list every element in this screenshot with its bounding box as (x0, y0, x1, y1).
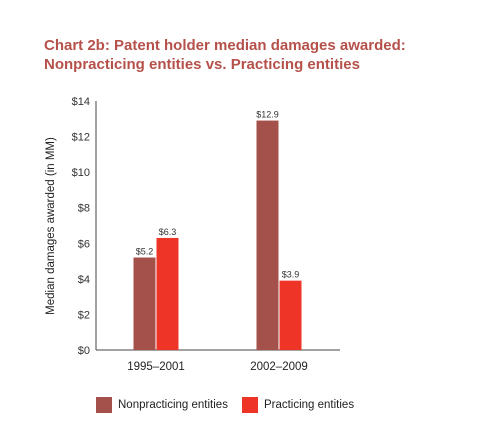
legend-item-nonpracticing: Nonpracticing entities (96, 397, 228, 413)
bar-nonpracticing-2 (256, 120, 279, 350)
y-tick-label: $14 (72, 96, 90, 108)
bar-practicing-2 (279, 280, 302, 350)
x-category-label: 2002–2009 (250, 361, 308, 373)
legend-swatch-practicing (241, 397, 258, 413)
legend-label-nonpracticing: Nonpracticing entities (118, 399, 228, 411)
bars: $5.2 $6.3 $12.9 $3.9 (133, 110, 302, 350)
x-category-label: 1995–2001 (127, 361, 185, 373)
bar-practicing-1 (156, 237, 179, 350)
y-tick-label: $6 (78, 238, 90, 250)
chart-title-line-1: Chart 2b: Patent holder median damages a… (44, 37, 406, 54)
x-axis-categories: 1995–2001 2002–2009 (127, 361, 308, 373)
y-tick-label: $12 (72, 132, 90, 144)
data-label-practicing-2: $3.9 (282, 270, 300, 280)
y-axis-ticks: $0 $2 $4 $6 $8 $10 $12 $14 (72, 96, 90, 357)
legend: Nonpracticing entities Practicing entiti… (96, 397, 368, 413)
legend-label-practicing: Practicing entities (263, 399, 355, 411)
chart-title-line-2: Nonpracticing entities vs. Practicing en… (44, 56, 360, 73)
data-label-nonpracticing-2: $12.9 (256, 110, 279, 120)
y-tick-label: $10 (72, 167, 90, 179)
y-tick-label: $2 (78, 309, 90, 321)
chart-title: Chart 2b: Patent holder median damages a… (44, 36, 406, 74)
y-tick-label: $0 (78, 345, 90, 357)
legend-item-practicing: Practicing entities (241, 397, 355, 413)
data-label-practicing-1: $6.3 (159, 227, 177, 237)
y-axis-label: Median damages awarded (in MM) (45, 137, 57, 315)
bar-nonpracticing-1 (133, 257, 156, 350)
legend-swatch-nonpracticing (96, 397, 112, 413)
y-tick-label: $8 (78, 203, 90, 215)
y-tick-label: $4 (78, 274, 90, 286)
data-label-nonpracticing-1: $5.2 (136, 247, 154, 257)
